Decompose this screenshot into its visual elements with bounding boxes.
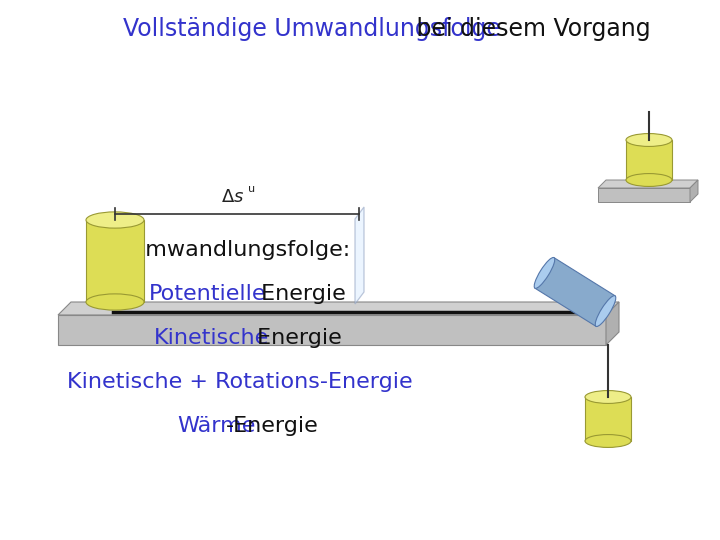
Text: Energie: Energie <box>250 328 341 348</box>
Text: Potentielle: Potentielle <box>149 284 266 304</box>
Ellipse shape <box>534 258 554 288</box>
Text: Vollständige Umwandlungsfolge: Vollständige Umwandlungsfolge <box>123 17 501 41</box>
Polygon shape <box>626 140 672 180</box>
Text: Umwandlungsfolge:: Umwandlungsfolge: <box>130 240 351 260</box>
Polygon shape <box>86 220 144 302</box>
Ellipse shape <box>585 390 631 403</box>
Ellipse shape <box>626 133 672 146</box>
Text: bei diesem Vorgang: bei diesem Vorgang <box>409 17 651 41</box>
Text: u: u <box>248 184 255 194</box>
Text: Kinetische: Kinetische <box>153 328 269 348</box>
Polygon shape <box>58 315 606 345</box>
Text: Energie: Energie <box>254 284 346 304</box>
Text: Wärme: Wärme <box>178 416 256 436</box>
Polygon shape <box>606 302 619 345</box>
Text: -Energie: -Energie <box>225 416 318 436</box>
Polygon shape <box>355 207 364 304</box>
Text: Kinetische + Rotations-Energie: Kinetische + Rotations-Energie <box>67 372 413 392</box>
Text: $\Delta s$: $\Delta s$ <box>221 188 245 206</box>
Ellipse shape <box>595 295 616 327</box>
Polygon shape <box>58 302 619 315</box>
Ellipse shape <box>86 294 144 310</box>
Polygon shape <box>535 258 615 326</box>
Polygon shape <box>598 180 698 188</box>
Ellipse shape <box>626 173 672 186</box>
Ellipse shape <box>585 435 631 448</box>
Ellipse shape <box>86 212 144 228</box>
Polygon shape <box>585 397 631 441</box>
Polygon shape <box>690 180 698 202</box>
Polygon shape <box>598 188 690 202</box>
